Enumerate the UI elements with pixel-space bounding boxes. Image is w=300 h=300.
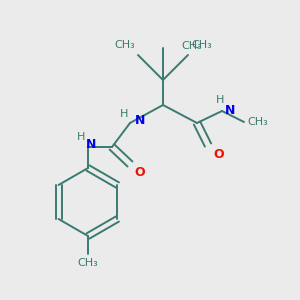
Text: CH₃: CH₃	[114, 40, 135, 50]
Text: N: N	[86, 139, 96, 152]
Text: H: H	[216, 95, 224, 105]
Text: H: H	[120, 109, 128, 119]
Text: CH₃: CH₃	[247, 117, 268, 127]
Text: O: O	[213, 148, 224, 161]
Text: N: N	[135, 115, 146, 128]
Text: H: H	[76, 132, 85, 142]
Text: CH₃: CH₃	[78, 258, 98, 268]
Text: CH₃: CH₃	[181, 41, 202, 51]
Text: N: N	[225, 103, 236, 116]
Text: O: O	[134, 166, 145, 179]
Text: CH₃: CH₃	[191, 40, 212, 50]
